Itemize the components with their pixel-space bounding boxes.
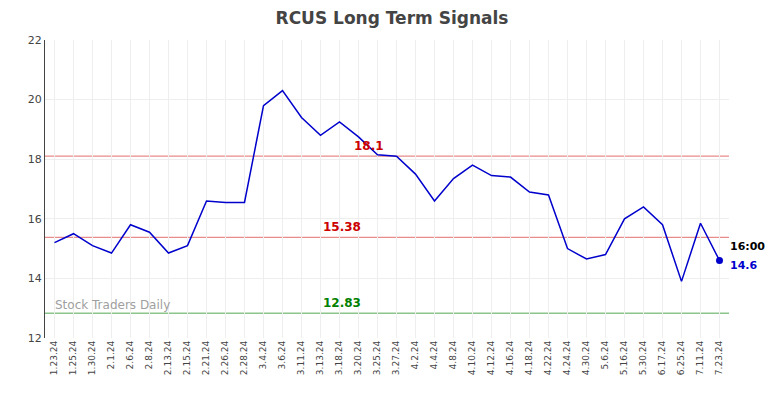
svg-text:3.18.24: 3.18.24	[334, 341, 344, 376]
svg-text:3.13.24: 3.13.24	[315, 341, 325, 376]
svg-text:3.27.24: 3.27.24	[391, 341, 401, 376]
svg-text:4.24.24: 4.24.24	[562, 341, 572, 376]
svg-text:2.15.24: 2.15.24	[182, 341, 192, 376]
svg-text:2.1.24: 2.1.24	[106, 341, 116, 370]
svg-text:5.6.24: 5.6.24	[600, 341, 610, 370]
svg-text:6.25.24: 6.25.24	[676, 341, 686, 376]
svg-text:4.8.24: 4.8.24	[448, 341, 458, 370]
svg-text:5.16.24: 5.16.24	[619, 341, 629, 376]
svg-text:2.28.24: 2.28.24	[239, 341, 249, 376]
svg-text:RCUS Long Term Signals: RCUS Long Term Signals	[276, 8, 509, 28]
svg-text:5.30.24: 5.30.24	[638, 341, 648, 376]
svg-text:15.38: 15.38	[323, 220, 361, 234]
svg-text:4.22.24: 4.22.24	[543, 341, 553, 376]
svg-text:14: 14	[28, 272, 42, 285]
svg-text:12: 12	[28, 332, 42, 345]
svg-text:2.8.24: 2.8.24	[144, 341, 154, 370]
svg-text:4.2.24: 4.2.24	[410, 341, 420, 370]
svg-text:20: 20	[28, 93, 42, 106]
svg-text:3.20.24: 3.20.24	[353, 341, 363, 376]
svg-text:6.17.24: 6.17.24	[657, 341, 667, 376]
svg-text:4.18.24: 4.18.24	[524, 341, 534, 376]
svg-text:7.11.24: 7.11.24	[695, 341, 705, 376]
svg-text:18: 18	[28, 153, 42, 166]
svg-text:16: 16	[28, 213, 42, 226]
svg-text:2.26.24: 2.26.24	[220, 341, 230, 376]
svg-text:1.30.24: 1.30.24	[87, 341, 97, 376]
svg-text:18.1: 18.1	[354, 139, 384, 153]
svg-text:3.11.24: 3.11.24	[296, 341, 306, 376]
svg-text:1.23.24: 1.23.24	[49, 341, 59, 376]
svg-text:4.10.24: 4.10.24	[467, 341, 477, 376]
svg-text:12.83: 12.83	[323, 296, 361, 310]
svg-text:2.13.24: 2.13.24	[163, 341, 173, 376]
svg-text:4.30.24: 4.30.24	[581, 341, 591, 376]
svg-text:14.6: 14.6	[730, 259, 757, 272]
svg-text:3.4.24: 3.4.24	[258, 341, 268, 370]
svg-text:1.25.24: 1.25.24	[68, 341, 78, 376]
svg-text:4.16.24: 4.16.24	[505, 341, 515, 376]
svg-text:7.23.24: 7.23.24	[714, 341, 724, 376]
svg-text:3.25.24: 3.25.24	[372, 341, 382, 376]
svg-text:22: 22	[28, 34, 42, 47]
svg-text:3.6.24: 3.6.24	[277, 341, 287, 370]
svg-text:2.21.24: 2.21.24	[201, 341, 211, 376]
svg-text:4.4.24: 4.4.24	[429, 341, 439, 370]
svg-text:16:00: 16:00	[730, 240, 765, 253]
svg-text:2.6.24: 2.6.24	[125, 341, 135, 370]
svg-text:Stock Traders Daily: Stock Traders Daily	[55, 298, 170, 312]
svg-text:4.12.24: 4.12.24	[486, 341, 496, 376]
